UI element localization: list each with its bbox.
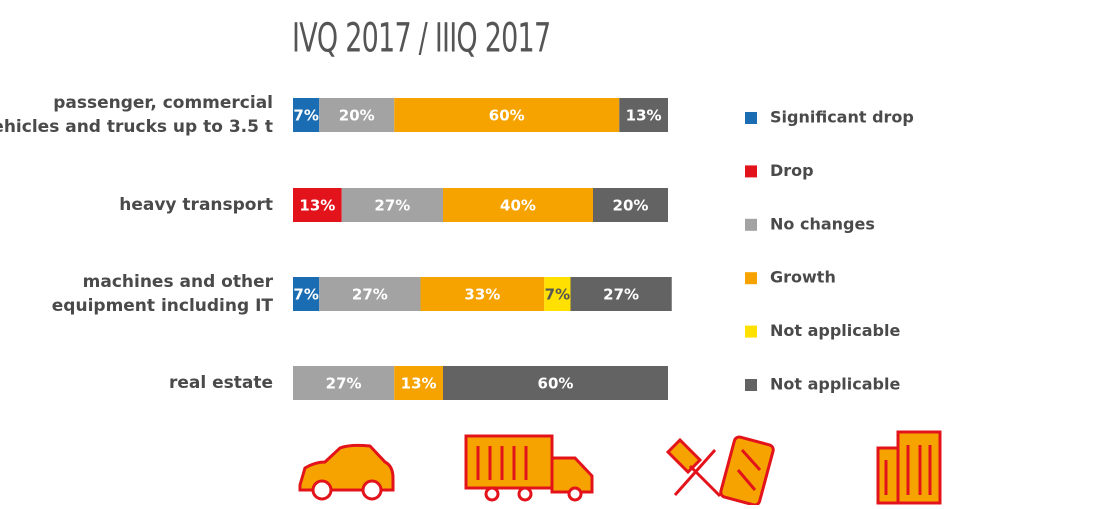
value-label: 27% bbox=[374, 197, 410, 215]
value-label: 40% bbox=[500, 197, 536, 215]
legend-label: Significant drop bbox=[770, 108, 914, 127]
category-label: machines and other bbox=[83, 272, 274, 292]
value-label: 13% bbox=[626, 107, 662, 125]
legend-swatch bbox=[745, 112, 757, 124]
value-label: 20% bbox=[613, 197, 649, 215]
category-label: equipment including IT bbox=[52, 296, 274, 316]
value-label: 33% bbox=[464, 286, 500, 304]
bar-segment bbox=[394, 366, 443, 400]
car-icon bbox=[298, 443, 395, 501]
legend-swatch bbox=[745, 165, 757, 178]
value-label: 60% bbox=[489, 107, 525, 125]
category-label: real estate bbox=[169, 373, 273, 393]
category-label: vehicles and trucks up to 3.5 t bbox=[0, 117, 273, 137]
value-label: 7% bbox=[293, 286, 318, 304]
bar-segment bbox=[619, 98, 668, 132]
value-label: 27% bbox=[603, 286, 639, 304]
legend-label: Growth bbox=[770, 268, 836, 287]
legend-swatch bbox=[745, 379, 757, 391]
value-label: 27% bbox=[352, 286, 388, 304]
value-label: 7% bbox=[545, 286, 570, 304]
building-icon bbox=[876, 430, 942, 505]
legend-label: Not applicable bbox=[770, 321, 900, 340]
bar-segment bbox=[319, 98, 395, 132]
bar-segment bbox=[593, 188, 668, 222]
bar-segment bbox=[319, 277, 421, 311]
legend-swatch bbox=[745, 272, 757, 285]
bar-segment bbox=[341, 188, 443, 222]
bar-segment bbox=[570, 277, 672, 311]
value-label: 60% bbox=[538, 375, 574, 393]
value-label: 13% bbox=[299, 197, 335, 215]
bar-segment bbox=[420, 277, 545, 311]
legend-swatch bbox=[745, 218, 757, 231]
bar-segment bbox=[544, 277, 571, 311]
legend-swatch bbox=[745, 325, 757, 338]
icons bbox=[298, 430, 942, 507]
tools-icon bbox=[665, 435, 775, 507]
legend-label: No changes bbox=[770, 214, 875, 233]
bar-segment bbox=[443, 366, 668, 400]
value-label: 7% bbox=[293, 107, 318, 125]
value-label: 13% bbox=[401, 375, 437, 393]
bar-segment bbox=[293, 98, 320, 132]
bar-segment bbox=[293, 188, 342, 222]
category-label: passenger, commercial bbox=[53, 93, 273, 113]
legend-label: Not applicable bbox=[770, 375, 900, 394]
legend-label: Drop bbox=[770, 161, 814, 180]
bar-segment bbox=[293, 366, 395, 400]
value-label: 27% bbox=[326, 375, 362, 393]
value-label: 20% bbox=[339, 107, 375, 125]
bar-segment bbox=[443, 188, 593, 222]
bar-segment bbox=[394, 98, 620, 132]
bar-segment bbox=[293, 277, 320, 311]
truck-icon bbox=[464, 434, 594, 502]
chart-title: IVQ 2017 / IIIQ 2017 bbox=[292, 15, 550, 61]
category-label: heavy transport bbox=[119, 195, 273, 215]
